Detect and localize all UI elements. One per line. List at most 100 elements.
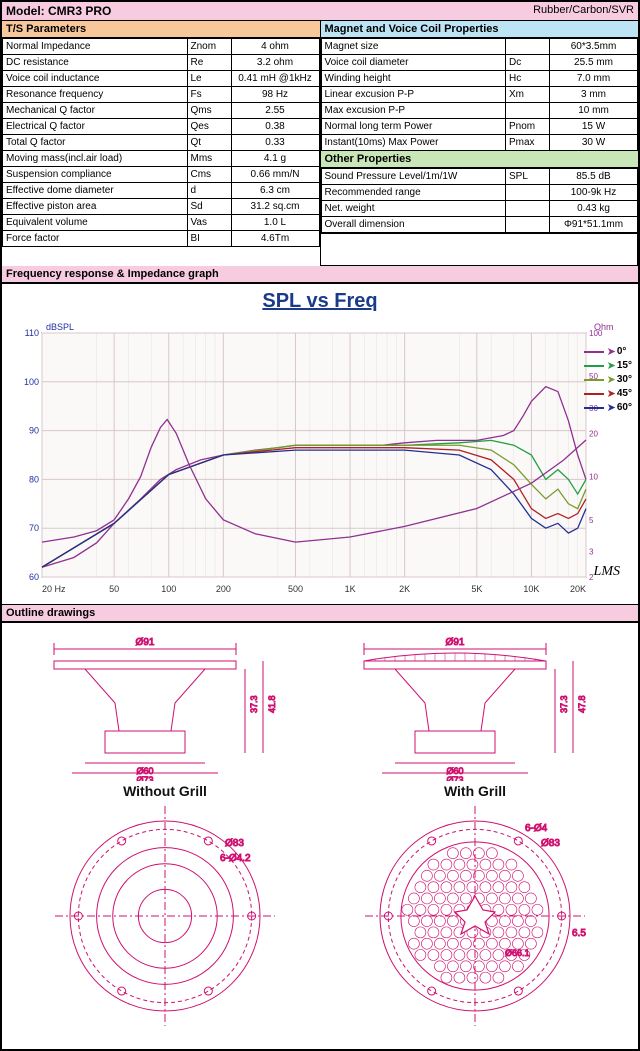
magnet-header: Magnet and Voice Coil Properties bbox=[321, 21, 639, 38]
param-columns: T/S Parameters Normal Impedance Znom 4 o… bbox=[2, 21, 638, 266]
ts-header: T/S Parameters bbox=[2, 21, 320, 38]
model-label: Model: CMR3 PRO bbox=[2, 2, 529, 20]
svg-text:dBSPL: dBSPL bbox=[46, 322, 74, 332]
param-symbol: Le bbox=[187, 71, 231, 87]
outline-header: Outline drawings bbox=[2, 605, 638, 622]
param-symbol: Qt bbox=[187, 135, 231, 151]
param-symbol: Dc bbox=[506, 55, 550, 71]
param-symbol: Hc bbox=[506, 71, 550, 87]
table-row: Electrical Q factor Qes 0.38 bbox=[3, 119, 320, 135]
ts-table: Normal Impedance Znom 4 ohm DC resistanc… bbox=[2, 38, 320, 247]
svg-text:Ø91: Ø91 bbox=[136, 637, 155, 648]
table-row: Instant(10ms) Max Power Pmax 30 W bbox=[321, 135, 638, 151]
material-label: Rubber/Carbon/SVR bbox=[529, 2, 638, 20]
lms-mark: LMS bbox=[594, 564, 620, 580]
param-value: 0.66 mm/N bbox=[231, 167, 319, 183]
param-symbol: d bbox=[187, 183, 231, 199]
chart: 6070809010011023510203050100dBSPLOhm20 H… bbox=[8, 317, 632, 598]
svg-text:70: 70 bbox=[29, 523, 39, 533]
legend-item: ➤45° bbox=[584, 387, 632, 400]
svg-text:200: 200 bbox=[216, 584, 231, 594]
svg-text:41.8: 41.8 bbox=[267, 695, 277, 713]
param-value: 4.6Tm bbox=[231, 231, 319, 247]
table-row: Equivalent volume Vas 1.0 L bbox=[3, 215, 320, 231]
param-label: Resonance frequency bbox=[3, 87, 188, 103]
param-symbol: Znom bbox=[187, 39, 231, 55]
table-row: Mechanical Q factor Qms 2.55 bbox=[3, 103, 320, 119]
right-col: Magnet and Voice Coil Properties Magnet … bbox=[321, 21, 639, 266]
param-symbol bbox=[506, 39, 550, 55]
legend-item: ➤0° bbox=[584, 345, 632, 358]
svg-text:6-Ø4: 6-Ø4 bbox=[525, 823, 548, 834]
param-symbol: Xm bbox=[506, 87, 550, 103]
table-row: Normal Impedance Znom 4 ohm bbox=[3, 39, 320, 55]
table-row: Voice coil inductance Le 0.41 mH @1kHz bbox=[3, 71, 320, 87]
svg-text:60: 60 bbox=[29, 572, 39, 582]
param-symbol: Re bbox=[187, 55, 231, 71]
drawings: Ø9137.341.8Ø60Ø73 Ø9137.347.8Ø60Ø73 With… bbox=[2, 622, 638, 1049]
table-row: Suspension compliance Cms 0.66 mm/N bbox=[3, 167, 320, 183]
param-value: 7.0 mm bbox=[550, 71, 638, 87]
svg-text:20: 20 bbox=[589, 429, 598, 438]
param-value: 0.41 mH @1kHz bbox=[231, 71, 319, 87]
param-symbol: Cms bbox=[187, 167, 231, 183]
param-symbol: BI bbox=[187, 231, 231, 247]
svg-text:10: 10 bbox=[589, 473, 598, 482]
param-label: Mechanical Q factor bbox=[3, 103, 188, 119]
param-label: Moving mass(incl.air load) bbox=[3, 151, 188, 167]
param-label: Net. weight bbox=[321, 201, 506, 217]
front-view-2: 6-Ø4Ø836.5Ø66.1 bbox=[325, 801, 625, 1041]
side-without-grill: Ø9137.341.8Ø60Ø73 bbox=[10, 631, 320, 781]
other-table: Sound Pressure Level/1m/1W SPL 85.5 dB R… bbox=[321, 168, 639, 233]
chart-title: SPL vs Freq bbox=[8, 290, 632, 313]
param-symbol: Pmax bbox=[506, 135, 550, 151]
table-row: Recommended range 100-9k Hz bbox=[321, 185, 638, 201]
table-row: Magnet size 60*3.5mm bbox=[321, 39, 638, 55]
svg-text:20K: 20K bbox=[570, 584, 586, 594]
table-row: Moving mass(incl.air load) Mms 4.1 g bbox=[3, 151, 320, 167]
svg-text:500: 500 bbox=[288, 584, 303, 594]
param-symbol bbox=[506, 185, 550, 201]
param-label: Electrical Q factor bbox=[3, 119, 188, 135]
table-row: Resonance frequency Fs 98 Hz bbox=[3, 87, 320, 103]
param-value: 10 mm bbox=[550, 103, 638, 119]
svg-text:90: 90 bbox=[29, 426, 39, 436]
param-label: Normal long term Power bbox=[321, 119, 506, 135]
magnet-table: Magnet size 60*3.5mm Voice coil diameter… bbox=[321, 38, 639, 151]
svg-text:6.5: 6.5 bbox=[572, 928, 586, 939]
table-row: Normal long term Power Pnom 15 W bbox=[321, 119, 638, 135]
param-value: 100-9k Hz bbox=[550, 185, 638, 201]
table-row: Net. weight 0.43 kg bbox=[321, 201, 638, 217]
svg-text:Ø83: Ø83 bbox=[225, 838, 244, 849]
param-value: 25.5 mm bbox=[550, 55, 638, 71]
front-without-grill: Without Grill Ø836-Ø4.2 bbox=[10, 781, 320, 1041]
param-label: Force factor bbox=[3, 231, 188, 247]
param-label: Voice coil inductance bbox=[3, 71, 188, 87]
param-symbol bbox=[506, 103, 550, 119]
svg-text:37.3: 37.3 bbox=[249, 695, 259, 713]
param-label: Suspension compliance bbox=[3, 167, 188, 183]
table-row: Total Q factor Qt 0.33 bbox=[3, 135, 320, 151]
param-label: Recommended range bbox=[321, 185, 506, 201]
param-symbol: Pnom bbox=[506, 119, 550, 135]
svg-text:Ohm: Ohm bbox=[594, 322, 614, 332]
legend-item: ➤30° bbox=[584, 373, 632, 386]
svg-text:47.8: 47.8 bbox=[577, 695, 587, 713]
filler-table bbox=[321, 233, 639, 266]
svg-text:5K: 5K bbox=[471, 584, 482, 594]
param-label: Sound Pressure Level/1m/1W bbox=[321, 169, 506, 185]
param-symbol: Fs bbox=[187, 87, 231, 103]
side-view-1: Ø9137.341.8Ø60Ø73 bbox=[15, 631, 315, 781]
svg-text:Ø83: Ø83 bbox=[541, 838, 560, 849]
param-label: Voice coil diameter bbox=[321, 55, 506, 71]
datasheet: Model: CMR3 PRO Rubber/Carbon/SVR T/S Pa… bbox=[0, 0, 640, 1051]
chart-legend: ➤0°➤15°➤30°➤45°➤60° bbox=[584, 345, 632, 415]
param-value: 0.43 kg bbox=[550, 201, 638, 217]
param-value: 1.0 L bbox=[231, 215, 319, 231]
front-with-grill: With Grill 6-Ø4Ø836.5Ø66.1 bbox=[320, 781, 630, 1041]
param-symbol bbox=[506, 217, 550, 233]
svg-text:110: 110 bbox=[25, 328, 39, 338]
with-grill-title: With Grill bbox=[444, 783, 506, 799]
svg-text:50: 50 bbox=[109, 584, 119, 594]
svg-text:10K: 10K bbox=[523, 584, 539, 594]
